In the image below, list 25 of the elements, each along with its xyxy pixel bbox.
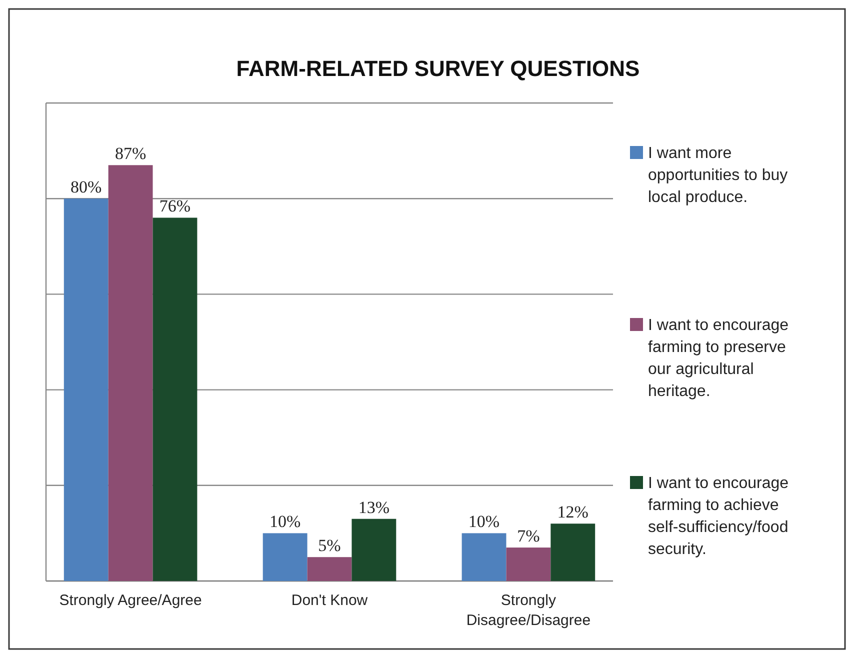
data-label: 87% [114,144,146,164]
legend-label: I want to encourage farming to preserve our agricultural heritage. [648,317,789,400]
bar [307,557,352,581]
chart-title: FARM-RELATED SURVEY QUESTIONS [236,56,640,81]
bar [108,165,153,581]
data-label: 13% [358,498,390,517]
data-label: 5% [318,536,341,556]
data-label: 10% [468,512,500,532]
legend-label: I want to encourage farming to achieve self-sufficiency/food security. [648,475,789,558]
bar [64,198,108,581]
x-tick-label: Don't Know [291,592,368,609]
x-tick-label: Strongly Disagree/Disagree [466,592,591,629]
data-label: 76% [159,196,191,216]
x-tick-label: Strongly Agree/Agree [59,592,202,609]
data-label: 12% [557,502,588,522]
bar [550,524,596,581]
bar [462,533,506,581]
bar [352,518,396,581]
bar [506,548,551,581]
bar [152,218,198,581]
bar [262,533,308,581]
legend-label: I want more opportunities to buy local produce. [648,145,788,206]
data-label: 80% [70,178,102,197]
data-label: 7% [517,526,540,546]
data-label: 10% [269,512,301,532]
